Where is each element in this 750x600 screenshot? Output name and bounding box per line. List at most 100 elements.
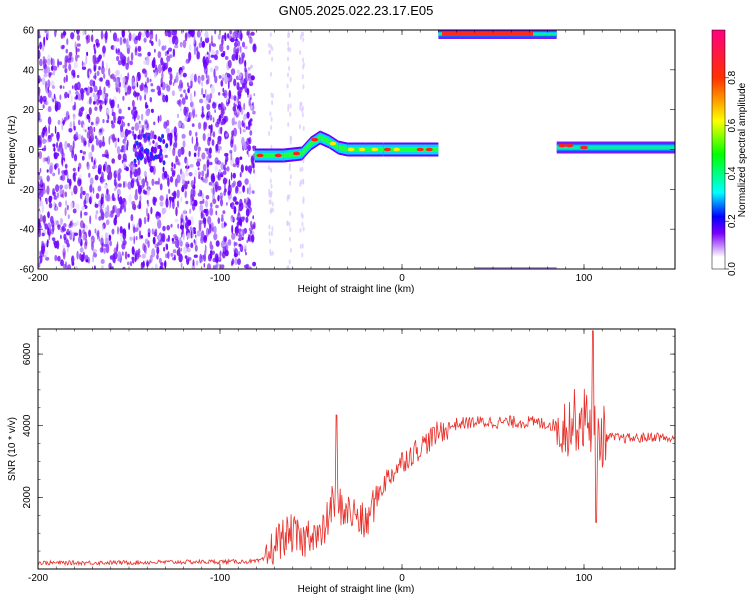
noise-blob xyxy=(185,92,187,97)
noise-blob xyxy=(70,201,73,210)
noise-blob xyxy=(198,42,202,49)
noise-blob xyxy=(117,172,121,182)
noise-blob xyxy=(220,240,225,249)
noise-blob xyxy=(116,146,121,155)
noise-blob xyxy=(79,149,83,154)
noise-blob xyxy=(206,159,209,169)
noise-blob xyxy=(164,261,167,269)
noise-blob xyxy=(166,84,171,92)
noise-blob xyxy=(245,126,248,130)
noise-blob xyxy=(81,206,85,211)
noise-blob xyxy=(220,264,225,269)
noise-blob xyxy=(204,147,209,152)
noise-blob xyxy=(140,146,144,152)
noise-blob xyxy=(171,162,174,168)
noise-blob xyxy=(122,76,126,84)
noise-blob xyxy=(141,266,144,269)
noise-blob xyxy=(167,251,170,259)
noise-blob xyxy=(137,175,142,181)
noise-blob xyxy=(127,122,130,127)
noise-blob xyxy=(59,85,63,89)
noise-blob xyxy=(116,208,121,218)
noise-blob xyxy=(157,51,162,59)
noise-blob xyxy=(77,119,81,126)
noise-blob xyxy=(196,30,201,38)
noise-blob xyxy=(198,80,201,85)
noise-blob xyxy=(58,201,62,208)
noise-blob xyxy=(136,254,141,258)
noise-blob xyxy=(204,122,208,130)
noise-blob xyxy=(72,237,75,242)
noise-blob xyxy=(154,181,159,185)
noise-blob xyxy=(46,169,49,173)
noise-blob xyxy=(87,86,91,94)
noise-blob xyxy=(209,223,212,233)
noise-blob xyxy=(300,101,303,107)
noise-blob xyxy=(116,49,121,56)
noise-blob xyxy=(65,74,68,83)
noise-blob xyxy=(212,264,216,269)
noise-blob xyxy=(47,106,52,113)
noise-blob xyxy=(287,41,290,47)
noise-blob xyxy=(99,85,102,95)
noise-blob xyxy=(270,144,273,150)
noise-blob xyxy=(38,262,41,268)
noise-blob xyxy=(141,253,146,259)
noise-blob xyxy=(245,251,247,256)
noise-blob xyxy=(97,164,102,172)
noise-blob xyxy=(182,39,187,49)
noise-blob xyxy=(163,146,168,154)
trace-core xyxy=(320,135,330,145)
noise-blob xyxy=(165,243,168,250)
noise-blob xyxy=(114,140,118,149)
noise-blob xyxy=(128,222,131,231)
noise-blob xyxy=(215,210,218,216)
noise-blob xyxy=(131,164,136,173)
trace-hotspot xyxy=(425,147,433,152)
noise-blob xyxy=(43,139,48,143)
noise-blob xyxy=(198,171,202,176)
noise-blob xyxy=(207,59,212,64)
noise-blob xyxy=(38,151,43,159)
noise-blob xyxy=(268,42,271,48)
noise-blob xyxy=(244,198,246,204)
noise-blob xyxy=(196,230,201,237)
noise-blob xyxy=(68,128,73,133)
noise-blob xyxy=(215,185,219,192)
noise-blob xyxy=(51,65,54,71)
noise-blob xyxy=(205,195,210,200)
snr-y-axis: 2000 4000 6000 xyxy=(22,335,675,552)
noise-blob xyxy=(230,37,235,43)
noise-blob xyxy=(187,180,190,185)
noise-blob xyxy=(299,167,302,173)
noise-blob xyxy=(213,225,217,235)
noise-blob xyxy=(231,182,235,188)
noise-blob xyxy=(96,98,100,106)
noise-blob xyxy=(88,229,92,238)
noise-blob xyxy=(147,51,151,57)
noise-blob xyxy=(66,243,70,248)
noise-blob xyxy=(249,220,253,228)
noise-blob xyxy=(244,178,249,185)
noise-blob xyxy=(184,190,187,199)
noise-blob xyxy=(64,207,67,217)
noise-blob xyxy=(88,107,92,115)
noise-blob xyxy=(199,200,203,205)
noise-blob xyxy=(69,145,74,153)
noise-blob xyxy=(70,95,73,103)
noise-blob xyxy=(221,214,224,219)
noise-blob xyxy=(100,196,104,205)
noise-blob xyxy=(237,86,242,91)
noise-blob xyxy=(84,239,88,246)
noise-blob xyxy=(59,217,63,226)
noise-blob xyxy=(140,235,143,239)
noise-blob xyxy=(218,169,221,173)
noise-blob xyxy=(242,129,246,133)
noise-blob xyxy=(111,158,115,164)
noise-blob xyxy=(224,249,229,257)
noise-blob xyxy=(248,120,252,127)
noise-blob xyxy=(227,239,232,246)
trace-hotspot xyxy=(416,147,424,152)
noise-blob xyxy=(212,101,215,106)
